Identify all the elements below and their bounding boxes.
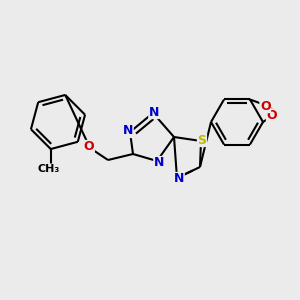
Text: N: N <box>149 106 159 118</box>
Text: N: N <box>174 172 184 185</box>
Text: S: S <box>197 134 206 146</box>
Text: O: O <box>260 100 271 112</box>
Text: O: O <box>84 140 94 154</box>
Text: N: N <box>123 124 133 137</box>
Text: N: N <box>154 157 164 169</box>
Text: CH₃: CH₃ <box>38 164 60 174</box>
Text: O: O <box>266 109 277 122</box>
